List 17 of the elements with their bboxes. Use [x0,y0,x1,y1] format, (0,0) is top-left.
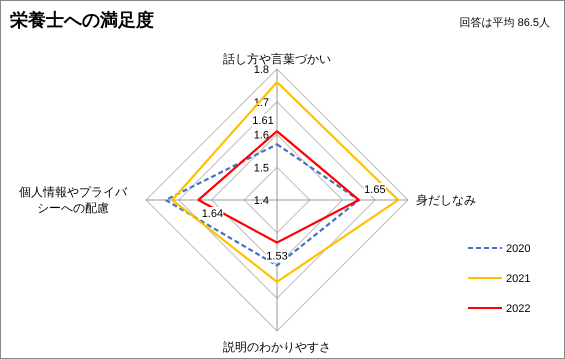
data-label: 1.61 [252,115,274,128]
y-tick-label: 1.6 [254,130,269,142]
data-label: 1.53 [266,250,288,263]
legend-label: 2020 [506,243,530,255]
spoke-label: 身だしなみ [416,193,476,207]
text: 回答は平均 86.5人 [460,17,550,29]
chart-title: 栄養士への満足度 [10,10,154,30]
legend-label: 2021 [506,273,530,285]
spoke-label: 説明のわかりやすさ [223,340,331,354]
y-tick-label: 1.4 [254,195,269,207]
legend-label: 2022 [506,303,530,315]
y-tick-label: 1.8 [254,64,269,76]
spoke-label: 話し方や言葉づかい [223,52,331,66]
data-label: 1.65 [364,184,386,196]
spoke-label: 個人情報やプライバシーへの配慮 [19,185,128,215]
y-tick-label: 1.5 [254,162,269,174]
data-label: 1.64 [202,208,224,220]
